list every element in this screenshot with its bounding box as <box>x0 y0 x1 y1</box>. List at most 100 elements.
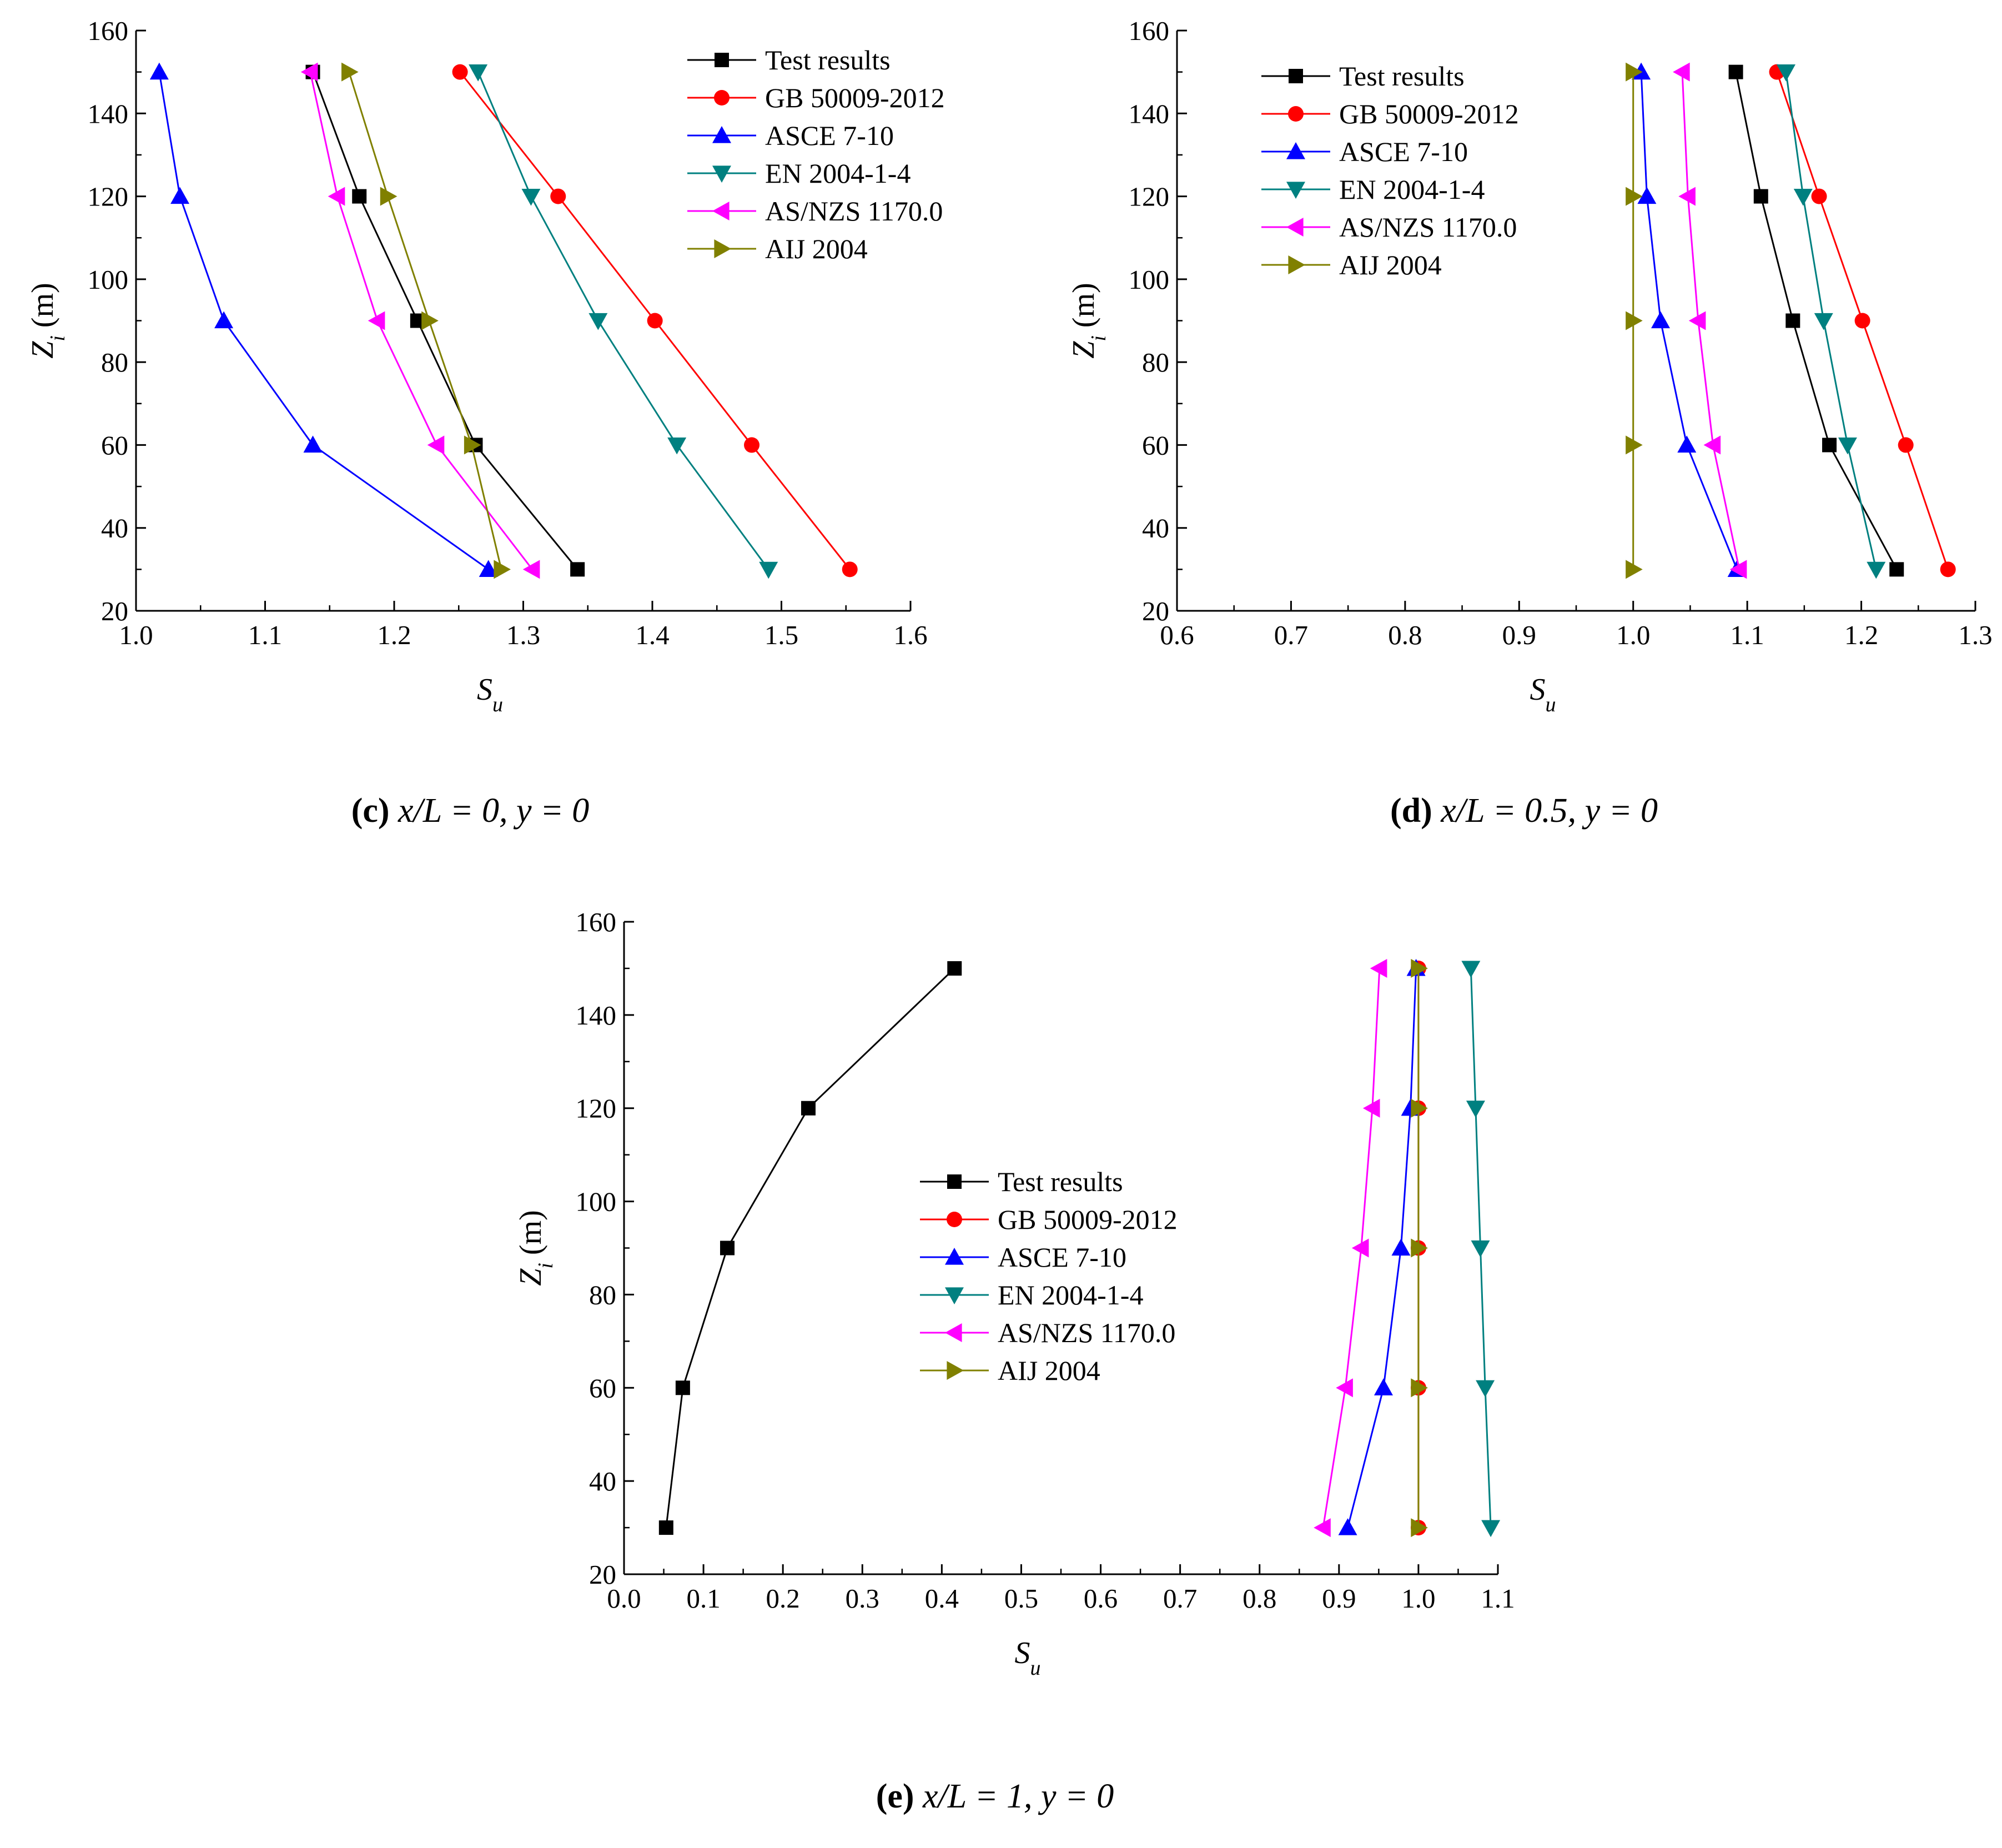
y-tick-label: 120 <box>576 1093 617 1124</box>
data-point-test-results <box>352 189 367 204</box>
y-axis-title: Zi (m) <box>514 1210 557 1286</box>
legend-marker-asce-7-10 <box>1286 142 1305 159</box>
legend-label-aij-2004: AIJ 2004 <box>1339 249 1442 280</box>
legend-label-test-results: Test results <box>1339 61 1465 92</box>
y-tick-label: 140 <box>88 98 129 129</box>
caption-letter: (e) <box>876 1777 914 1815</box>
data-point-asce-7-10 <box>479 560 498 577</box>
data-point-en-2004-1-4 <box>521 188 541 206</box>
x-tick-label: 1.3 <box>1958 620 1992 650</box>
series-test-results <box>658 961 962 1535</box>
legend: Test results GB 50009-2012 ASCE 7-10 EN 200… <box>687 44 945 264</box>
x-tick-label: 0.9 <box>1502 620 1536 650</box>
legend: Test results GB 50009-2012 ASCE 7-10 EN 200… <box>1261 61 1519 280</box>
y-axis-title-main: Z <box>1067 341 1101 359</box>
legend-marker-asce-7-10 <box>712 126 731 143</box>
x-axis-title-sub: u <box>492 693 503 716</box>
data-point-as-nzs-1170-0 <box>1729 560 1747 579</box>
data-point-asce-7-10 <box>1391 1238 1411 1256</box>
y-axis-title-sub: i <box>46 335 69 342</box>
data-point-test-results <box>570 562 585 577</box>
legend-marker-aij-2004 <box>1288 255 1305 274</box>
data-point-test-results <box>1822 438 1837 453</box>
y-tick-label: 40 <box>589 1466 616 1497</box>
series-as-nzs-1170-0 <box>1314 958 1387 1538</box>
x-tick-label: 0.0 <box>607 1583 641 1614</box>
data-point-aij-2004 <box>1626 435 1643 455</box>
data-point-aij-2004 <box>1411 1098 1428 1118</box>
data-point-as-nzs-1170-0 <box>1678 187 1696 206</box>
legend-marker-en-2004-1-4 <box>1286 182 1305 199</box>
legend-marker-aij-2004 <box>714 239 731 258</box>
x-axis-title-main: S <box>1530 672 1546 707</box>
x-tick-label: 0.7 <box>1274 620 1308 650</box>
x-tick-label: 1.0 <box>1401 1583 1435 1614</box>
legend-label-aij-2004: AIJ 2004 <box>998 1355 1100 1386</box>
legend-label-en-2004-1-4: EN 2004-1-4 <box>998 1279 1143 1310</box>
series-gb-50009-2012 <box>452 64 858 578</box>
data-point-test-results <box>1889 562 1904 577</box>
legend-marker-en-2004-1-4 <box>712 165 731 183</box>
data-point-en-2004-1-4 <box>1476 1380 1495 1398</box>
data-point-en-2004-1-4 <box>1481 1520 1501 1538</box>
y-tick-label: 80 <box>589 1279 616 1310</box>
data-point-gb-50009-2012 <box>647 313 663 329</box>
legend-marker-gb-50009-2012 <box>714 90 730 106</box>
data-point-asce-7-10 <box>1677 435 1697 453</box>
x-tick-label: 1.0 <box>1616 620 1650 650</box>
series-aij-2004 <box>1626 62 1643 579</box>
series-aij-2004 <box>341 62 511 579</box>
data-point-aij-2004 <box>421 311 439 330</box>
y-tick-label: 140 <box>576 1000 617 1031</box>
legend-label-as-nzs-1170-0: AS/NZS 1170.0 <box>998 1317 1175 1348</box>
x-axis-title: Su <box>1530 672 1556 716</box>
data-point-as-nzs-1170-0 <box>1703 435 1721 455</box>
legend-label-gb-50009-2012: GB 50009-2012 <box>998 1204 1178 1235</box>
data-point-as-nzs-1170-0 <box>1370 958 1387 978</box>
x-axis-title: Su <box>1015 1636 1041 1680</box>
data-point-as-nzs-1170-0 <box>522 560 540 579</box>
data-point-asce-7-10 <box>303 435 323 453</box>
data-point-asce-7-10 <box>1651 311 1671 329</box>
caption-text: x/L = 0, y = 0 <box>390 792 590 830</box>
x-tick-label: 1.2 <box>1844 620 1878 650</box>
legend-label-asce-7-10: ASCE 7-10 <box>765 120 894 151</box>
x-tick-label: 0.6 <box>1084 1583 1118 1614</box>
y-tick-label: 120 <box>88 182 129 212</box>
x-tick-label: 0.3 <box>846 1583 879 1614</box>
panel-caption: (d) x/L = 0.5, y = 0 <box>1390 792 1658 830</box>
x-tick-label: 0.9 <box>1322 1583 1356 1614</box>
y-tick-label: 100 <box>88 264 129 295</box>
x-axis-title-sub: u <box>1546 693 1556 716</box>
legend-marker-test-results <box>1289 69 1303 83</box>
data-point-gb-50009-2012 <box>744 437 760 453</box>
data-point-test-results <box>1728 64 1743 79</box>
legend-label-test-results: Test results <box>765 44 891 76</box>
data-point-en-2004-1-4 <box>667 437 687 455</box>
data-point-en-2004-1-4 <box>1461 961 1481 978</box>
caption-letter: (c) <box>351 792 390 830</box>
caption-letter: (d) <box>1390 792 1432 830</box>
data-point-as-nzs-1170-0 <box>300 62 318 82</box>
data-point-en-2004-1-4 <box>1838 437 1857 455</box>
data-point-asce-7-10 <box>214 311 234 329</box>
data-point-gb-50009-2012 <box>1854 313 1870 329</box>
data-point-asce-7-10 <box>149 62 169 80</box>
y-tick-label: 80 <box>1142 347 1169 378</box>
data-point-en-2004-1-4 <box>588 313 608 330</box>
legend-label-asce-7-10: ASCE 7-10 <box>1339 136 1468 167</box>
data-point-as-nzs-1170-0 <box>328 187 345 206</box>
legend-label-gb-50009-2012: GB 50009-2012 <box>1339 98 1519 129</box>
y-tick-label: 80 <box>101 347 128 378</box>
data-point-as-nzs-1170-0 <box>1362 1098 1380 1118</box>
legend-label-en-2004-1-4: EN 2004-1-4 <box>1339 174 1485 205</box>
legend-label-as-nzs-1170-0: AS/NZS 1170.0 <box>765 195 943 227</box>
legend-marker-en-2004-1-4 <box>945 1287 964 1304</box>
data-point-test-results <box>1753 189 1768 204</box>
legend-label-aij-2004: AIJ 2004 <box>765 233 868 264</box>
legend-marker-gb-50009-2012 <box>947 1212 962 1227</box>
x-tick-label: 0.2 <box>766 1583 800 1614</box>
panel-caption: (e) x/L = 1, y = 0 <box>876 1777 1114 1815</box>
panel-e-chart: 0.0 0.1 0.2 0.3 0.4 0.5 0.6 0.7 0.8 0.9 1.0 1.1 20 40… <box>514 907 1515 1815</box>
data-point-en-2004-1-4 <box>1867 561 1886 579</box>
